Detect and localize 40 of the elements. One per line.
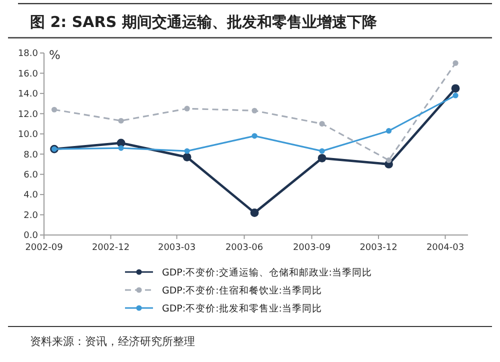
point: [319, 120, 325, 127]
x-tick-label: 2003-09: [292, 243, 331, 253]
y-tick-label: 14.0: [18, 90, 38, 100]
x-tick-label: 2004-03: [426, 243, 464, 253]
point: [318, 154, 326, 162]
point: [319, 148, 325, 154]
point: [452, 60, 458, 66]
y-tick-label: 12.0: [18, 110, 38, 120]
y-tick-label: 2.0: [24, 210, 38, 221]
point: [184, 106, 190, 112]
point: [252, 108, 258, 114]
x-tick-label: 2003-03: [158, 243, 196, 253]
point: [184, 148, 190, 154]
y-tick-label: 6.0: [24, 170, 38, 180]
y-tick-label: 8.0: [24, 150, 38, 160]
point: [51, 106, 58, 112]
y-tick-label: 16.0: [18, 69, 38, 80]
chart-title: 图 2: SARS 期间交通运输、批发和零售业增速下降: [30, 13, 378, 31]
y-axis-title: %: [49, 48, 60, 62]
point: [118, 118, 124, 124]
point: [252, 133, 258, 139]
x-tick-label: 2003-06: [225, 243, 264, 253]
point: [451, 84, 460, 93]
point: [250, 208, 259, 217]
text: 资料来源：资讯，经济研究所整理: [30, 335, 195, 348]
x-tick-label: 2002-09: [25, 243, 64, 253]
y-tick-label: 18.0: [18, 49, 38, 60]
x-tick-label: 2002-12: [92, 243, 130, 253]
legend-label: GDP:不变价:住宿和餐饮业:当季同比: [162, 284, 322, 296]
x-tick-label: 2003-12: [360, 243, 398, 253]
y-tick-label: 4.0: [24, 190, 38, 201]
legend-label: GDP:不变价:交通运输、仓储和邮政业:当季同比: [162, 266, 372, 278]
y-tick-label: 0.0: [24, 231, 38, 242]
legend-label: GDP:不变价:批发和零售业:当季同比: [162, 302, 322, 314]
y-tick-label: 10.0: [18, 130, 38, 140]
point: [452, 92, 458, 98]
point: [118, 145, 124, 151]
point: [182, 152, 192, 162]
point: [386, 157, 392, 163]
point: [386, 128, 392, 134]
